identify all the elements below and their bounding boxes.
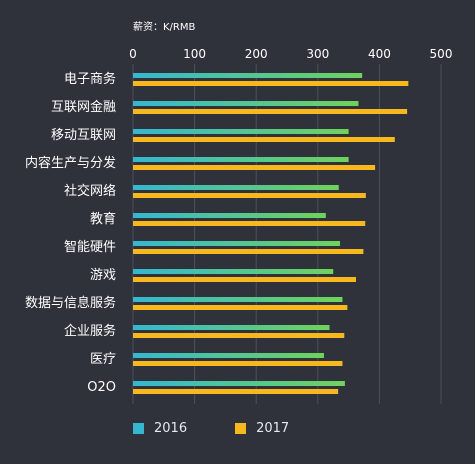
x-tick-label: 400 — [368, 47, 391, 61]
category-label: 游戏 — [90, 268, 116, 283]
x-tick-label: 300 — [306, 47, 329, 61]
bars — [133, 73, 409, 394]
legend-label-2017: 2017 — [256, 421, 290, 436]
bar-2017 — [133, 305, 348, 310]
bar-2017 — [133, 361, 343, 366]
bar-2016 — [133, 213, 326, 218]
category-label: 互联网金融 — [51, 99, 116, 115]
bar-2016 — [133, 101, 359, 106]
category-label: 社交网络 — [64, 183, 116, 199]
category-label: 移动互联网 — [51, 128, 116, 143]
bar-2017 — [133, 137, 395, 142]
bar-2016 — [133, 297, 343, 302]
legend-label-2016: 2016 — [154, 421, 188, 436]
bar-2016 — [133, 185, 339, 190]
bar-2017 — [133, 249, 364, 254]
category-label: 内容生产与分发 — [25, 155, 116, 171]
bar-2016 — [133, 157, 349, 162]
category-label: 数据与信息服务 — [25, 295, 116, 311]
bar-2016 — [133, 381, 345, 386]
category-label: 医疗 — [90, 352, 116, 367]
legend-item-2017[interactable]: 2017 — [235, 421, 289, 436]
category-label: O2O — [87, 380, 116, 395]
bar-2016 — [133, 353, 324, 358]
bar-2017 — [133, 389, 339, 394]
category-label: 企业服务 — [64, 323, 116, 339]
grid-lines — [132, 64, 442, 404]
legend-swatch-2016 — [133, 423, 144, 434]
bar-2016 — [133, 269, 334, 274]
bar-2017 — [133, 221, 366, 226]
category-label: 教育 — [90, 211, 116, 227]
legend-item-2016[interactable]: 2016 — [133, 421, 187, 436]
bar-2016 — [133, 73, 363, 78]
bar-2017 — [133, 109, 408, 114]
bar-2017 — [133, 277, 356, 282]
unit-label: 薪资：K/RMB — [133, 21, 196, 33]
x-tick-label: 500 — [430, 47, 453, 61]
x-tick-label: 200 — [245, 47, 268, 61]
category-label: 智能硬件 — [64, 240, 116, 255]
bar-2017 — [133, 165, 376, 170]
category-labels: 电子商务互联网金融移动互联网内容生产与分发社交网络教育智能硬件游戏数据与信息服务… — [25, 71, 116, 395]
x-axis-ticks: 0 100 200 300 400 500 — [129, 47, 452, 61]
x-tick-label: 100 — [183, 47, 206, 61]
bar-2017 — [133, 81, 409, 86]
bar-2016 — [133, 241, 340, 246]
bar-2017 — [133, 333, 345, 338]
category-label: 电子商务 — [64, 71, 116, 87]
legend-swatch-2017 — [235, 423, 247, 434]
bar-2016 — [133, 325, 330, 330]
legend: 2016 2017 — [133, 421, 337, 436]
x-tick-label: 0 — [129, 47, 137, 61]
bar-2016 — [133, 129, 349, 134]
bar-2017 — [133, 193, 366, 198]
